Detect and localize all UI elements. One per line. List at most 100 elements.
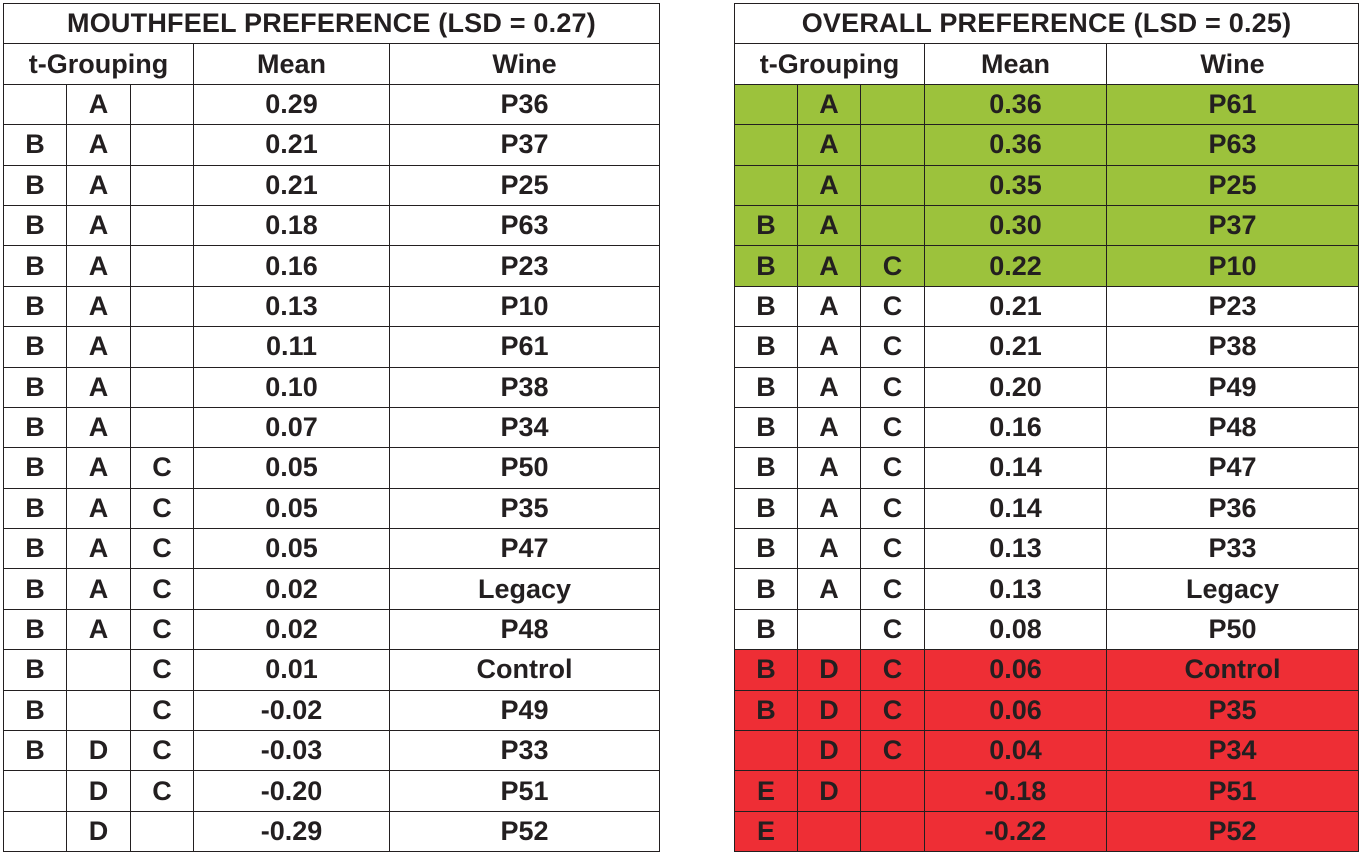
grouping-letter-2: A	[66, 83, 131, 126]
mouthfeel-preference-table: MOUTHFEEL PREFERENCE (LSD = 0.27) t-Grou…	[3, 2, 660, 853]
table-row: B A C 0.02 Legacy	[3, 568, 660, 610]
grouping-letter-3: C	[860, 568, 925, 610]
grouping-letter-1: B	[3, 326, 67, 368]
grouping-letter-3	[130, 326, 194, 368]
wine-name: P25	[1106, 164, 1359, 206]
grouping-letter-2	[66, 649, 131, 691]
grouping-letter-3	[130, 164, 194, 206]
wine-name: P33	[1106, 528, 1359, 570]
mean-value: 0.13	[924, 568, 1107, 610]
grouping-letter-1: E	[734, 810, 798, 853]
table-row: B A 0.11 P61	[3, 326, 660, 368]
grouping-letter-1: B	[734, 366, 798, 408]
grouping-letter-2: A	[797, 83, 861, 126]
table-row: A 0.29 P36	[3, 83, 660, 126]
wine-name: P35	[1106, 689, 1359, 732]
mean-value: 0.06	[924, 649, 1107, 691]
grouping-letter-1: B	[3, 649, 67, 691]
table-row: B A C 0.22 P10	[734, 245, 1359, 287]
mean-value: 0.22	[924, 245, 1107, 287]
wine-name: Control	[1106, 649, 1359, 691]
grouping-letter-1: E	[734, 770, 798, 812]
wine-name: P48	[389, 608, 660, 651]
wine-name: P61	[1106, 83, 1359, 126]
grouping-letter-1: B	[3, 608, 67, 651]
grouping-letter-3: C	[860, 447, 925, 489]
grouping-letter-3	[130, 406, 194, 449]
grouping-letter-3: C	[860, 487, 925, 530]
grouping-letter-3: C	[130, 528, 194, 570]
grouping-letter-2: D	[797, 770, 861, 812]
overall-table-title: OVERALL PREFERENCE (LSD = 0.25)	[734, 2, 1359, 45]
grouping-letter-1	[734, 124, 798, 166]
overall-preference-table: OVERALL PREFERENCE (LSD = 0.25) t-Groupi…	[734, 2, 1359, 853]
table-row: B A C 0.02 P48	[3, 608, 660, 651]
table-row: B D C -0.03 P33	[3, 730, 660, 772]
grouping-letter-2: A	[797, 528, 861, 570]
table-row: B A 0.21 P37	[3, 124, 660, 166]
grouping-letter-3: C	[130, 608, 194, 651]
grouping-letter-2: A	[797, 245, 861, 287]
grouping-letter-1: B	[3, 568, 67, 610]
wine-name: P37	[389, 124, 660, 166]
grouping-letter-1	[734, 164, 798, 206]
grouping-letter-3: C	[130, 447, 194, 489]
table-row: B A 0.10 P38	[3, 366, 660, 408]
grouping-letter-1	[3, 810, 67, 853]
mean-value: -0.03	[193, 730, 390, 772]
grouping-letter-1	[3, 770, 67, 812]
grouping-letter-1: B	[734, 568, 798, 610]
mean-value: 0.30	[924, 204, 1107, 247]
grouping-letter-2: A	[66, 164, 131, 206]
grouping-letter-1: B	[734, 608, 798, 651]
mean-value: 0.04	[924, 730, 1107, 772]
wine-name: P10	[1106, 245, 1359, 287]
mean-value: 0.10	[193, 366, 390, 408]
mean-value: 0.14	[924, 447, 1107, 489]
wine-name: P48	[1106, 406, 1359, 449]
grouping-letter-2: A	[797, 285, 861, 328]
wine-name: P50	[1106, 608, 1359, 651]
grouping-letter-3: C	[130, 649, 194, 691]
mean-value: 0.11	[193, 326, 390, 368]
t-grouping-header: t-Grouping	[734, 43, 925, 85]
table-row: B A 0.30 P37	[734, 204, 1359, 247]
wine-header: Wine	[1106, 43, 1359, 85]
grouping-letter-1: B	[734, 649, 798, 691]
grouping-letter-1: B	[734, 528, 798, 570]
t-grouping-header: t-Grouping	[3, 43, 194, 85]
mean-value: 0.13	[193, 285, 390, 328]
mean-value: 0.36	[924, 124, 1107, 166]
mean-value: 0.35	[924, 164, 1107, 206]
mean-value: -0.02	[193, 689, 390, 732]
mean-value: 0.29	[193, 83, 390, 126]
table-row: B A 0.13 P10	[3, 285, 660, 328]
grouping-letter-1: B	[3, 285, 67, 328]
grouping-letter-2: D	[797, 730, 861, 772]
grouping-letter-1	[734, 730, 798, 772]
grouping-letter-1: B	[734, 447, 798, 489]
wine-name: P37	[1106, 204, 1359, 247]
grouping-letter-3	[860, 124, 925, 166]
grouping-letter-3: C	[130, 568, 194, 610]
grouping-letter-3	[860, 204, 925, 247]
table-row: A 0.36 P63	[734, 124, 1359, 166]
mean-value: 0.36	[924, 83, 1107, 126]
grouping-letter-1	[3, 83, 67, 126]
grouping-letter-3: C	[130, 730, 194, 772]
table-row: B A C 0.05 P50	[3, 447, 660, 489]
mean-value: 0.05	[193, 447, 390, 489]
table-row: B C 0.08 P50	[734, 608, 1359, 651]
grouping-letter-3	[860, 770, 925, 812]
grouping-letter-2: A	[797, 568, 861, 610]
mean-value: 0.21	[193, 124, 390, 166]
table-row: B A C 0.14 P47	[734, 447, 1359, 489]
table-row: B A 0.16 P23	[3, 245, 660, 287]
grouping-letter-2: A	[797, 204, 861, 247]
table-row: A 0.36 P61	[734, 83, 1359, 126]
grouping-letter-2: A	[66, 204, 131, 247]
mean-value: 0.21	[924, 326, 1107, 368]
wine-name: P51	[389, 770, 660, 812]
grouping-letter-3: C	[860, 285, 925, 328]
mean-value: -0.29	[193, 810, 390, 853]
